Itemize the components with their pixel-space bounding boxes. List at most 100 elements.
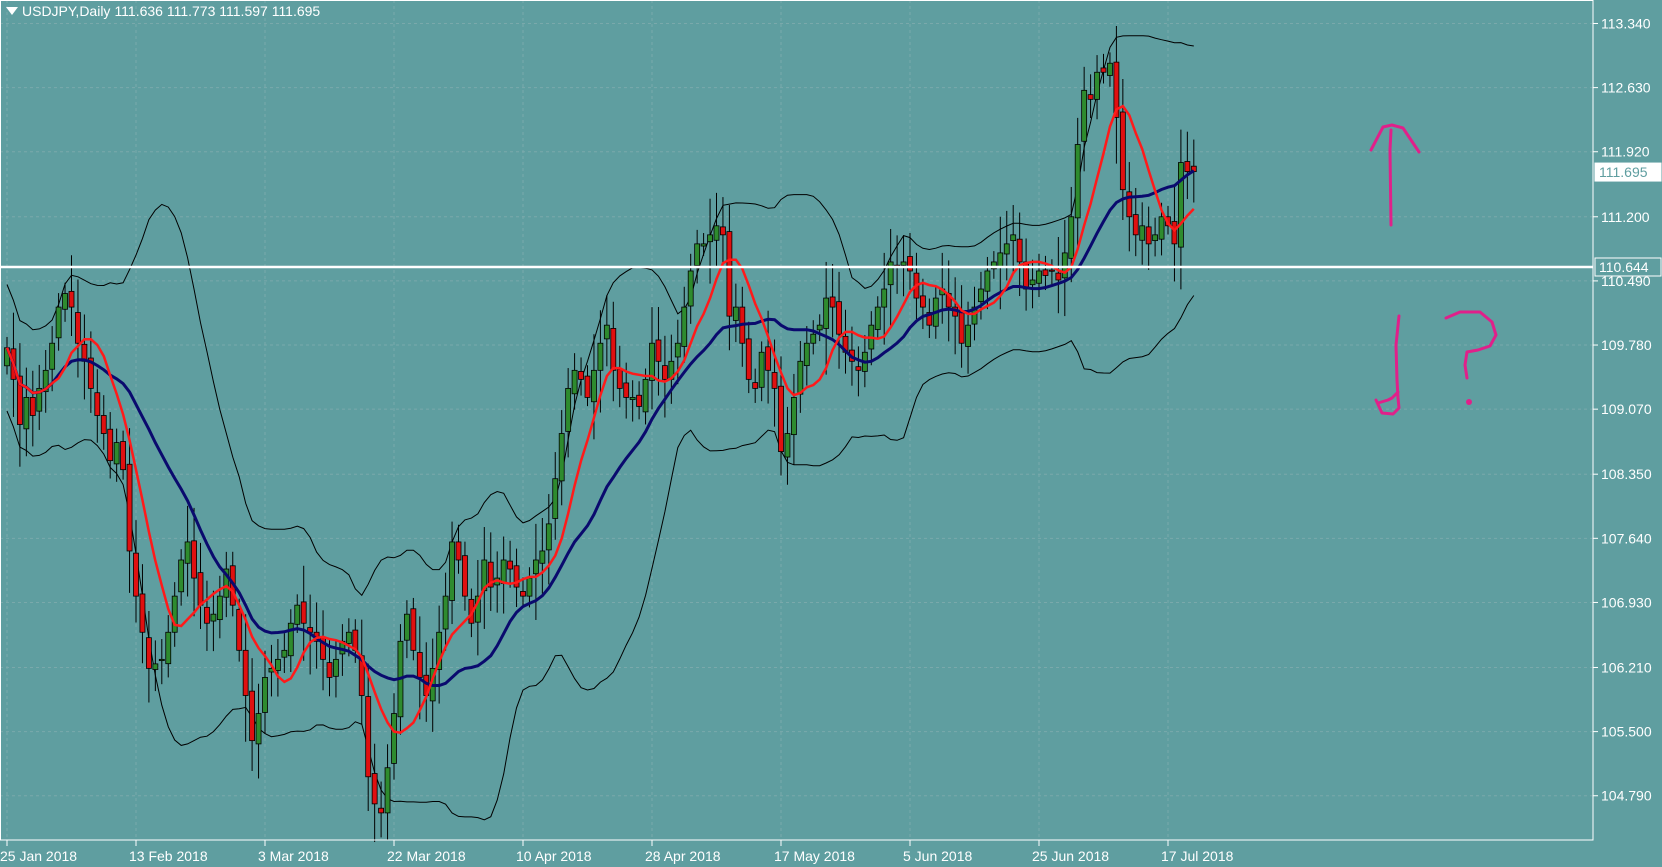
bull-candle-body xyxy=(294,604,301,625)
bull-candle-body xyxy=(874,306,881,330)
bear-candle-body xyxy=(242,649,249,696)
bull-candle-body xyxy=(436,631,443,670)
bear-candle-body xyxy=(1042,269,1049,276)
bear-candle-body xyxy=(249,690,256,742)
bull-candle-body xyxy=(707,234,713,243)
bull-candle-body xyxy=(210,613,217,622)
current-price-label: 111.695 xyxy=(1599,164,1648,180)
bull-candle-body xyxy=(674,342,681,358)
bear-candle-body xyxy=(145,637,152,669)
bear-candle-body xyxy=(520,591,526,597)
x-tick-label: 5 Jun 2018 xyxy=(903,848,972,864)
bear-candle-body xyxy=(584,375,591,398)
bear-candle-body xyxy=(371,773,378,805)
bull-candle-body xyxy=(784,433,791,458)
bear-candle-body xyxy=(100,415,107,434)
bull-candle-body xyxy=(990,261,997,270)
y-tick-label: 109.780 xyxy=(1601,337,1652,353)
bull-candle-body xyxy=(23,397,30,430)
y-tick-label: 108.350 xyxy=(1601,466,1652,482)
bear-candle-body xyxy=(771,372,778,389)
bear-candle-body xyxy=(836,301,842,335)
bear-candle-body xyxy=(75,312,81,344)
bear-candle-body xyxy=(623,382,630,398)
bear-candle-body xyxy=(958,311,965,344)
bear-candle-body xyxy=(1145,226,1152,245)
annotations xyxy=(1369,123,1498,416)
bear-candle-body xyxy=(29,397,36,416)
bear-candle-body xyxy=(462,555,468,597)
bull-candle-body xyxy=(1152,234,1158,242)
bull-candle-body xyxy=(36,387,43,412)
y-tick-label: 112.630 xyxy=(1601,80,1651,96)
bull-candle-body xyxy=(791,397,797,436)
bull-candle-body xyxy=(649,342,655,381)
bear-candle-body xyxy=(655,339,662,362)
bear-candle-body xyxy=(236,609,243,651)
bull-candle-body xyxy=(1036,270,1042,284)
bull-candle-body xyxy=(539,550,546,564)
bull-candle-body xyxy=(881,288,888,308)
bull-candle-body xyxy=(178,559,185,593)
bull-candle-body xyxy=(274,658,281,671)
bear-candle-body xyxy=(636,394,642,407)
bull-candle-body xyxy=(571,369,578,395)
bear-candle-body xyxy=(1171,221,1178,245)
bear-candle-body xyxy=(204,606,210,624)
symbol-timeframe: USDJPY,Daily xyxy=(22,3,111,19)
bull-candle-body xyxy=(216,595,223,621)
bear-candle-body xyxy=(300,601,307,624)
y-tick-label: 113.340 xyxy=(1601,15,1651,31)
bull-candle-body xyxy=(184,541,191,564)
bull-candle-body xyxy=(1029,279,1036,286)
bear-candle-body xyxy=(487,561,494,588)
bear-candle-body xyxy=(778,385,784,453)
bull-candle-body xyxy=(255,713,262,745)
bear-candle-body xyxy=(616,368,623,389)
bear-candle-body xyxy=(126,463,133,552)
bear-candle-body xyxy=(907,256,913,272)
bear-candle-body xyxy=(416,652,423,678)
bull-candle-body xyxy=(803,342,810,367)
level-price-box xyxy=(1594,257,1662,277)
bull-candle-body xyxy=(1158,216,1165,240)
bear-candle-body xyxy=(926,312,933,326)
bull-candle-body xyxy=(62,293,68,310)
bear-candle-body xyxy=(191,540,197,579)
bull-candle-body xyxy=(262,677,268,713)
x-tick-label: 17 Jul 2018 xyxy=(1161,848,1234,864)
bull-candle-body xyxy=(1094,71,1100,100)
bull-candle-body xyxy=(758,351,765,388)
bear-candle-body xyxy=(745,338,752,380)
x-tick-label: 10 Apr 2018 xyxy=(516,848,592,864)
bull-candle-body xyxy=(816,324,823,331)
bear-candle-body xyxy=(1055,272,1062,281)
bear-candle-body xyxy=(16,375,23,425)
bull-candle-body xyxy=(333,658,339,677)
bear-candle-body xyxy=(139,593,146,633)
bull-candle-body xyxy=(887,261,894,286)
bear-candle-body xyxy=(87,357,94,389)
question-mark-dot xyxy=(1466,399,1472,405)
bear-candle-body xyxy=(720,226,726,236)
bear-candle-body xyxy=(1132,214,1139,236)
bear-candle-body xyxy=(662,365,668,380)
bear-candle-body xyxy=(94,392,101,416)
current-price-box xyxy=(1594,162,1662,182)
bull-candle-body xyxy=(345,631,352,644)
y-tick-label: 106.930 xyxy=(1601,594,1652,610)
bull-candle-body xyxy=(681,306,688,347)
bull-candle-body xyxy=(978,288,984,303)
menu-triangle-icon[interactable] xyxy=(6,7,18,15)
bear-candle-body xyxy=(326,662,333,678)
bear-candle-body xyxy=(455,541,462,561)
bear-candle-body xyxy=(610,328,617,371)
horizontal-level[interactable]: 110.644 xyxy=(0,257,1662,277)
bull-candle-body xyxy=(1178,162,1184,248)
ohlc-readout: 111.636 111.773 111.597 111.695 xyxy=(114,3,321,19)
bull-candle-body xyxy=(49,342,56,370)
bear-candle-body xyxy=(365,696,372,778)
x-tick-label: 25 Jan 2018 xyxy=(0,848,77,864)
bull-candle-body xyxy=(694,243,701,266)
y-tick-label: 104.790 xyxy=(1601,788,1652,804)
